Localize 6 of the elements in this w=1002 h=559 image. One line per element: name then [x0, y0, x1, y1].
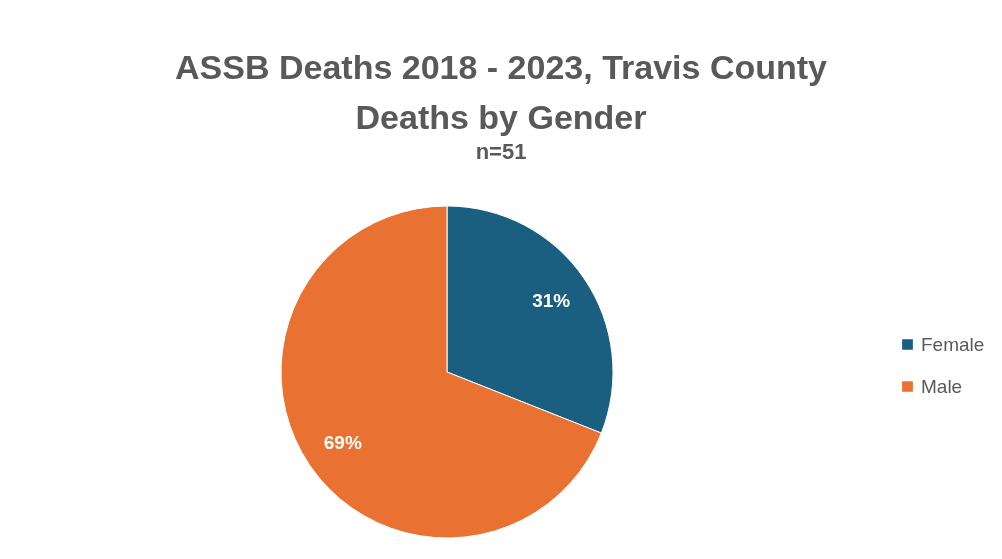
legend-label: Male [921, 375, 963, 397]
data-label: 31% [532, 290, 571, 312]
data-label: 69% [323, 431, 362, 453]
legend-label: Female [921, 333, 985, 355]
chart-subtitle: n=51 [475, 139, 527, 164]
chart-title: ASSB Deaths 2018 - 2023, Travis County Deaths by Gender [175, 48, 828, 136]
